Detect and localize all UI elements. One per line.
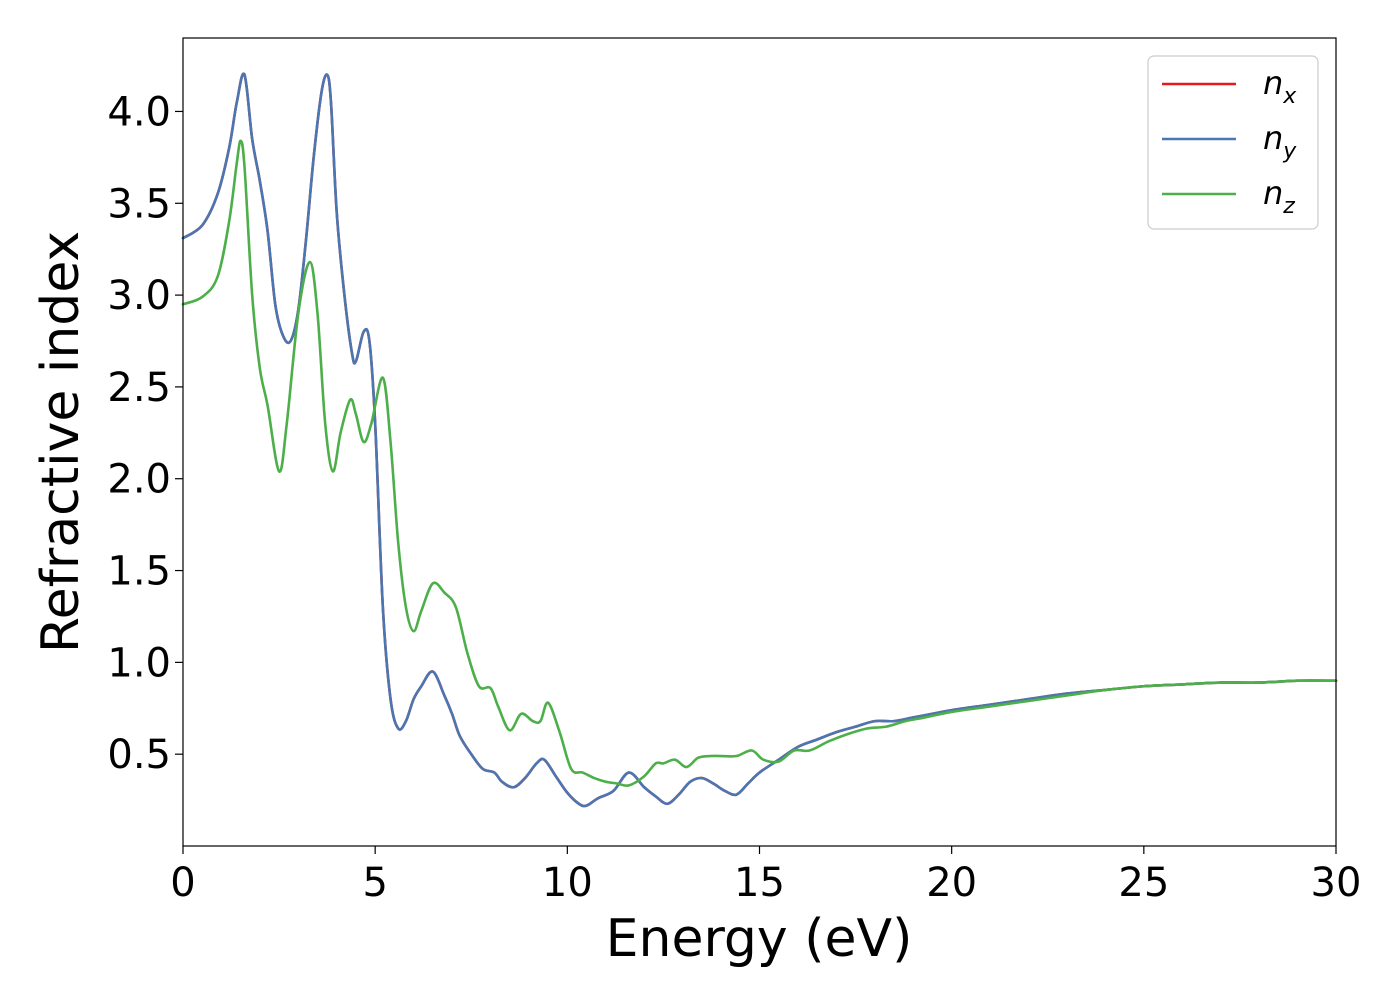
y-axis-ticks: 0.5 1.0 1.5 2.0 2.5 3.0 3.5 4.0: [107, 89, 183, 778]
y-tick-label: 1.5: [107, 549, 171, 595]
plot-lines: [181, 72, 1338, 808]
y-tick-label: 0.5: [107, 732, 171, 778]
legend-label-y: ny: [1263, 119, 1297, 164]
y-tick-label: 3.5: [107, 181, 171, 227]
x-tick-label: 5: [362, 860, 387, 906]
x-tick-label: 10: [542, 860, 593, 906]
x-axis-ticks: 0 5 10 15 20 25 30: [170, 846, 1361, 906]
x-tick-label: 25: [1118, 860, 1169, 906]
y-tick-label: 2.0: [107, 457, 171, 503]
y-tick-label: 2.5: [107, 365, 171, 411]
series-line-z: [181, 139, 1338, 788]
legend-label-x: nx: [1263, 64, 1297, 109]
legend-label-z: nz: [1263, 174, 1295, 219]
x-tick-label: 20: [926, 860, 977, 906]
x-tick-label: 30: [1311, 860, 1362, 906]
y-tick-label: 3.0: [107, 273, 171, 319]
x-tick-label: 15: [734, 860, 785, 906]
x-axis-title: Energy (eV): [606, 909, 913, 969]
x-tick-label: 0: [170, 860, 195, 906]
series-line-y: [181, 72, 1338, 808]
y-axis-title: Refractive index: [31, 231, 91, 653]
y-tick-label: 4.0: [107, 89, 171, 135]
y-tick-label: 1.0: [107, 640, 171, 686]
legend-box: [1147, 55, 1319, 230]
legend: nx ny nz: [1147, 55, 1319, 230]
